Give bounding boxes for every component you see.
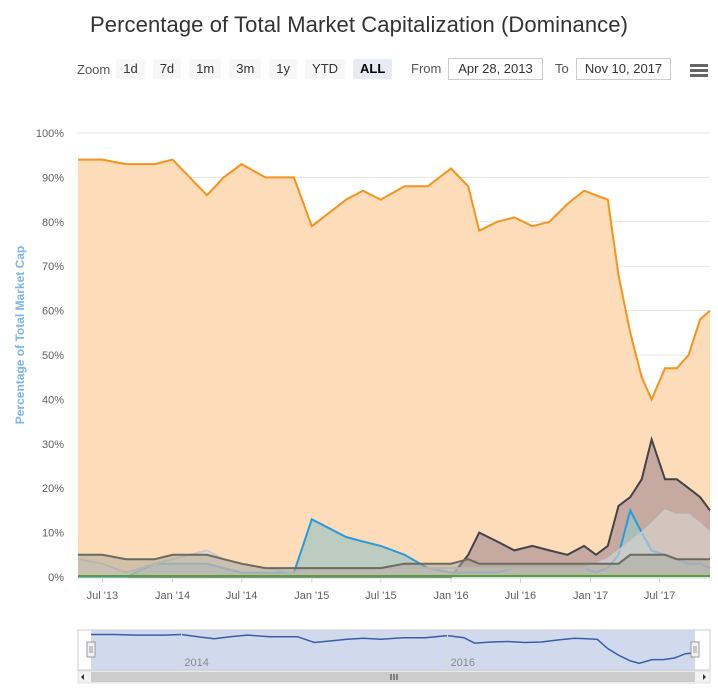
x-tick-label: Jan '15: [294, 590, 329, 602]
range-to-label: To: [555, 61, 569, 76]
series-area-1-line[interactable]: [78, 158, 711, 402]
navigator[interactable]: 2014 2016: [77, 629, 711, 684]
range-to-input[interactable]: Nov 10, 2017: [576, 58, 671, 80]
zoom-label: Zoom: [77, 61, 111, 77]
y-tick-label: 60%: [42, 306, 64, 318]
navigator-series-line: [91, 633, 696, 665]
zoom-button-1d[interactable]: 1d: [116, 59, 145, 79]
y-tick-label: 90%: [42, 172, 64, 184]
chart-title: Percentage of Total Market Capitalizatio…: [89, 12, 629, 37]
y-tick-label: 20%: [42, 483, 64, 495]
y-tick-label: 50%: [42, 350, 64, 362]
y-tick-label: 10%: [42, 528, 64, 540]
y-axis-ticks: 0% 10% 20% 30% 40% 50% 60% 70% 80% 90% 100%: [36, 128, 64, 584]
series-area-1-fill: [78, 159, 710, 577]
zoom-button-all[interactable]: ALL: [353, 59, 393, 79]
scrollbar-thumb[interactable]: [91, 672, 695, 682]
y-tick-label: 0%: [48, 572, 64, 584]
x-tick-label: Jul '16: [505, 590, 536, 602]
navigator-tick-label: 2016: [450, 657, 474, 669]
x-tick-label: Jul '14: [226, 590, 257, 602]
y-tick-label: 30%: [42, 439, 64, 451]
navigator-left-handle[interactable]: [86, 641, 96, 658]
range-from-input[interactable]: Apr 28, 2013: [448, 58, 543, 80]
x-tick-label: Jan '16: [433, 590, 468, 602]
x-tick-label: Jan '14: [155, 590, 190, 602]
y-axis-label: Percentage of Total Market Cap: [13, 246, 27, 425]
y-tick-label: 100%: [36, 128, 64, 140]
zoom-button-1y[interactable]: 1y: [269, 59, 298, 79]
zoom-controls: Zoom 1d 7d 1m 3m 1y YTD ALL: [77, 58, 400, 80]
y-tick-label: 70%: [42, 261, 64, 273]
navigator-right-handle[interactable]: [690, 641, 700, 658]
x-tick-label: Jul '15: [365, 590, 396, 602]
scroll-left-arrow-icon[interactable]: [81, 674, 84, 680]
x-tick-label: Jul '13: [87, 590, 118, 602]
scroll-right-arrow-icon[interactable]: [703, 674, 706, 680]
zoom-button-ytd[interactable]: YTD: [305, 59, 346, 79]
series-area-5-line[interactable]: [78, 553, 710, 570]
series-areas: [77, 158, 711, 578]
range-from-label: From: [411, 61, 442, 76]
zoom-button-1m[interactable]: 1m: [189, 59, 222, 79]
x-axis-ticks: Jul '13 Jan '14 Jul '14 Jan '15 Jul '15 Jan '…: [78, 577, 710, 602]
navigator-tick-label: 2014: [184, 657, 208, 669]
x-tick-label: Jul '17: [644, 590, 675, 602]
zoom-button-7d[interactable]: 7d: [152, 59, 182, 79]
navigator-selection[interactable]: [91, 630, 695, 670]
y-tick-label: 80%: [42, 217, 64, 229]
hamburger-menu-icon[interactable]: [690, 64, 708, 78]
x-tick-label: Jan '17: [573, 590, 608, 602]
zoom-button-3m[interactable]: 3m: [229, 59, 262, 79]
y-tick-label: 40%: [42, 394, 64, 406]
